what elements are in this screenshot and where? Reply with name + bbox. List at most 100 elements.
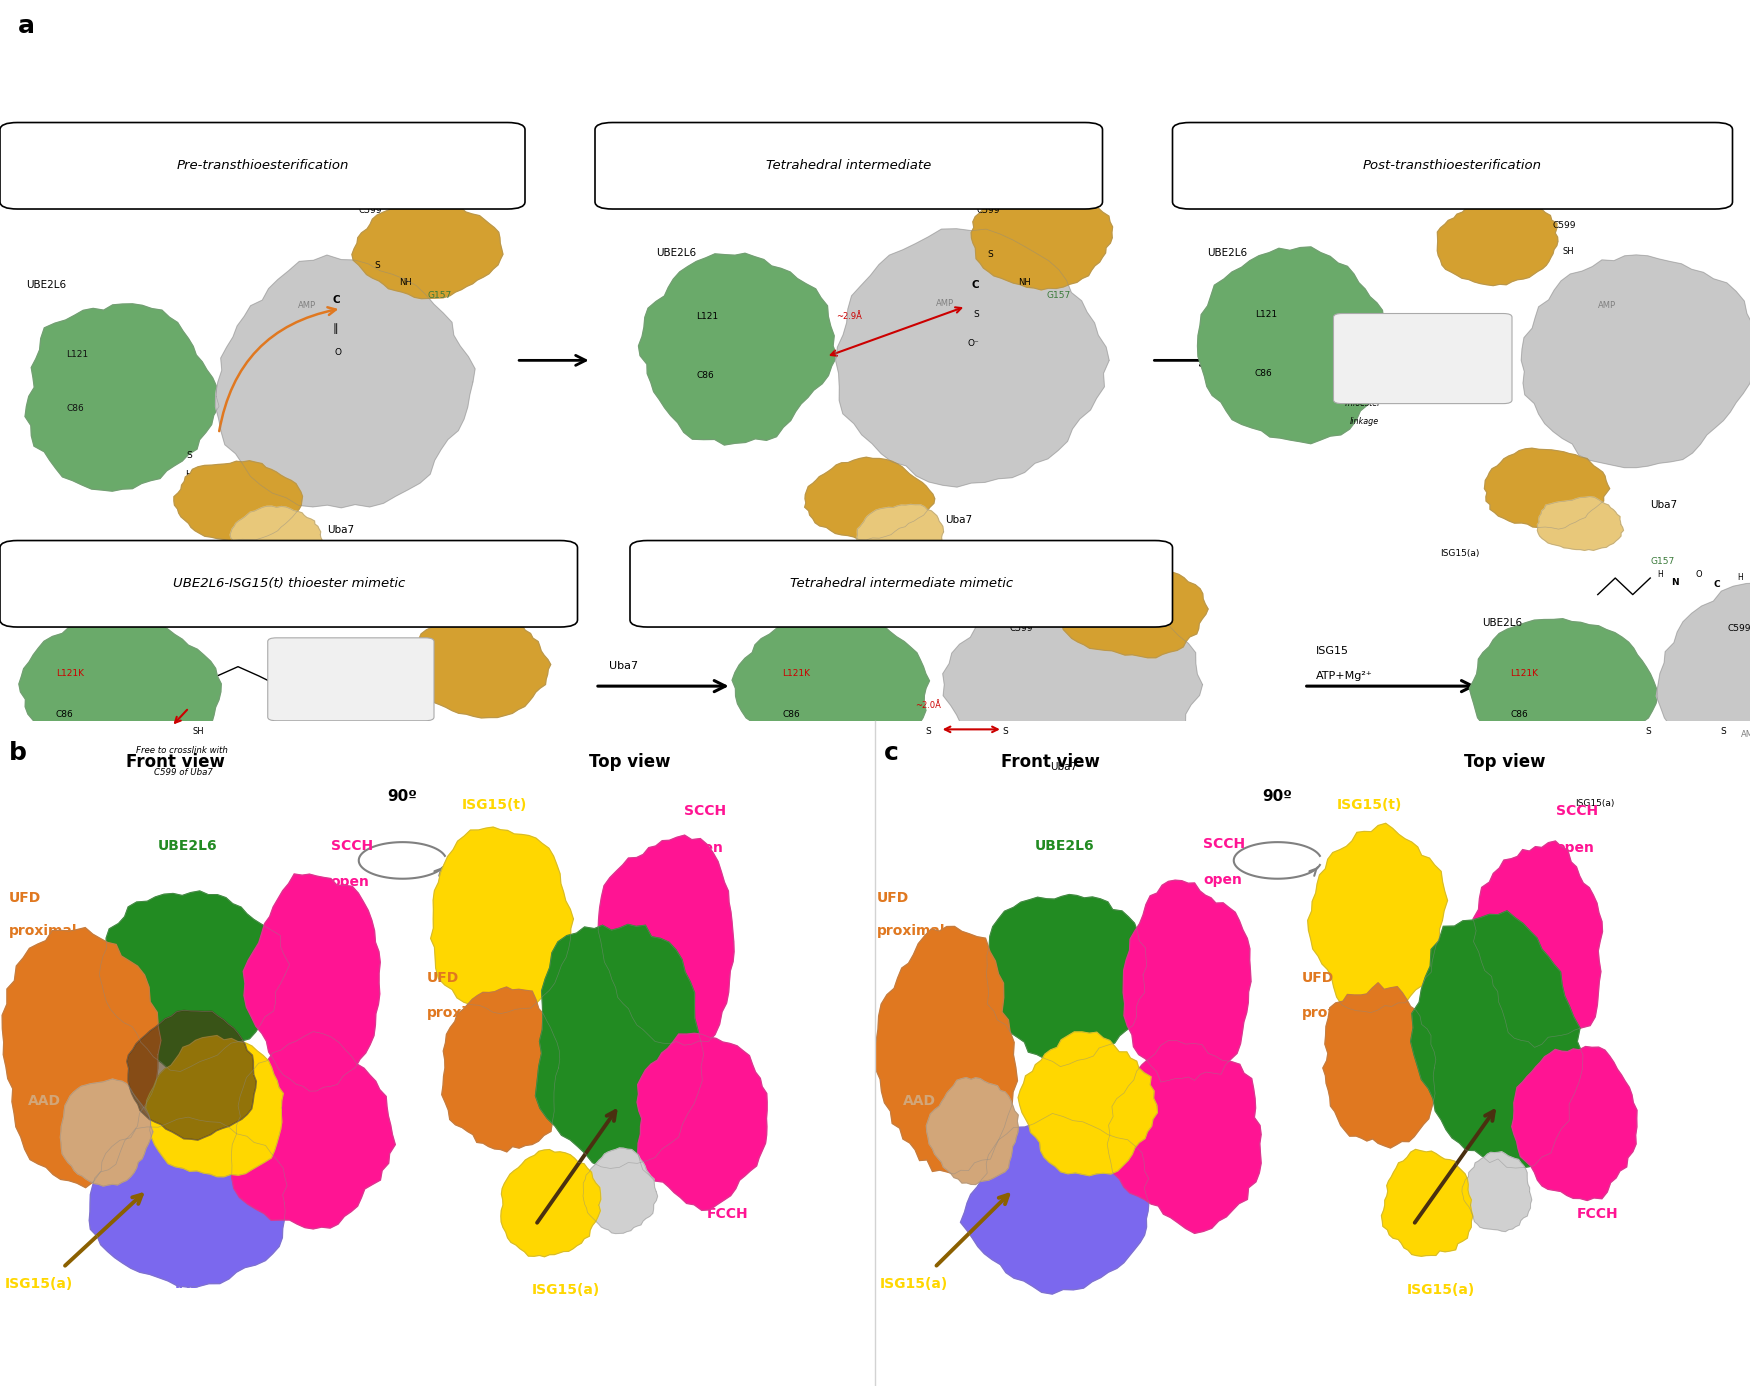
Text: N: N (298, 682, 306, 693)
FancyBboxPatch shape (268, 638, 434, 721)
Text: linkage: linkage (1349, 417, 1379, 426)
Text: proximal: proximal (877, 924, 945, 938)
Polygon shape (126, 1010, 256, 1141)
Text: O⁻: O⁻ (968, 340, 980, 348)
Text: open: open (684, 841, 723, 855)
Polygon shape (971, 188, 1113, 290)
Polygon shape (145, 1035, 284, 1177)
Text: AMP: AMP (298, 302, 315, 310)
Text: S: S (1003, 726, 1008, 736)
Text: ISG15(a): ISG15(a) (726, 549, 766, 559)
Text: H: H (186, 470, 192, 480)
Text: C: C (1001, 581, 1008, 589)
Polygon shape (24, 304, 219, 491)
Text: O: O (1381, 374, 1388, 383)
Text: S: S (926, 726, 931, 736)
Text: Free to crosslink with: Free to crosslink with (136, 746, 228, 755)
Text: C86: C86 (66, 403, 84, 413)
Text: O: O (984, 570, 990, 578)
Text: ISG15(t): ISG15(t) (1337, 797, 1402, 812)
Text: H: H (352, 674, 359, 683)
Polygon shape (836, 229, 1110, 486)
Polygon shape (1633, 742, 1738, 814)
Text: SCCH: SCCH (331, 840, 373, 854)
FancyBboxPatch shape (1172, 122, 1732, 209)
Text: ISG15(a): ISG15(a) (1575, 798, 1615, 808)
Polygon shape (858, 505, 943, 560)
Polygon shape (598, 836, 733, 1045)
Text: Uba7: Uba7 (1650, 500, 1676, 510)
Polygon shape (2, 927, 161, 1188)
Text: ATP+Mg²⁺: ATP+Mg²⁺ (1316, 671, 1372, 681)
Polygon shape (100, 891, 289, 1071)
Text: Top view: Top view (1465, 753, 1545, 771)
Text: SCCH: SCCH (684, 804, 726, 818)
Text: ISG15(t): ISG15(t) (388, 177, 425, 186)
Polygon shape (805, 457, 934, 541)
Text: ISG15(a): ISG15(a) (1407, 1283, 1475, 1297)
Polygon shape (1018, 1033, 1157, 1175)
Polygon shape (1060, 560, 1208, 658)
Polygon shape (1685, 775, 1750, 823)
Text: S: S (374, 261, 380, 270)
FancyBboxPatch shape (0, 122, 525, 209)
Text: linkage: linkage (289, 657, 318, 667)
Text: ISG15(t): ISG15(t) (438, 597, 474, 606)
Text: UBE2L6: UBE2L6 (1454, 1207, 1514, 1221)
Text: Uba7: Uba7 (945, 514, 973, 524)
FancyBboxPatch shape (595, 122, 1102, 209)
Text: G157: G157 (1650, 557, 1675, 565)
FancyBboxPatch shape (630, 541, 1172, 626)
Text: UBE2L6: UBE2L6 (158, 840, 217, 854)
Polygon shape (61, 1080, 152, 1186)
Text: Thioester: Thioester (1344, 399, 1381, 409)
Text: C: C (1713, 581, 1720, 589)
Text: open: open (1556, 841, 1594, 855)
Text: ISG15(t): ISG15(t) (1108, 542, 1144, 552)
Polygon shape (19, 618, 220, 762)
Text: C: C (971, 280, 978, 290)
Text: FCCH: FCCH (707, 1207, 749, 1221)
Text: S: S (186, 450, 192, 460)
Text: ∥: ∥ (1382, 353, 1388, 363)
Text: C: C (324, 682, 331, 693)
Polygon shape (1521, 255, 1750, 467)
Text: G157: G157 (940, 557, 964, 565)
Text: L121K: L121K (56, 669, 84, 678)
Text: ISG15(t): ISG15(t) (462, 797, 527, 812)
Text: IAD: IAD (175, 1277, 201, 1290)
Polygon shape (926, 1077, 1018, 1185)
Polygon shape (352, 198, 502, 298)
Text: S: S (1353, 338, 1358, 346)
Text: Pre-transthioesterification: Pre-transthioesterification (177, 159, 348, 172)
Polygon shape (1484, 448, 1610, 529)
Text: UFD: UFD (877, 891, 908, 905)
Text: IAD: IAD (1050, 1277, 1076, 1290)
Text: 90º: 90º (387, 789, 418, 804)
Text: a: a (18, 14, 35, 39)
Text: SH: SH (1563, 247, 1575, 255)
Text: C599: C599 (1552, 220, 1575, 230)
Polygon shape (943, 575, 1202, 784)
Text: ISG15(t): ISG15(t) (1006, 165, 1043, 173)
Text: L121K: L121K (782, 669, 810, 678)
Text: Tetrahedral intermediate: Tetrahedral intermediate (766, 159, 931, 172)
Text: open: open (1204, 873, 1242, 887)
Text: ~2.9Å: ~2.9Å (836, 312, 863, 320)
Text: C86: C86 (1255, 369, 1272, 378)
Text: L121K: L121K (1510, 669, 1538, 678)
Text: C86: C86 (56, 710, 74, 719)
Text: AMP: AMP (1741, 729, 1750, 739)
Text: ISG15(a): ISG15(a) (123, 552, 163, 560)
Text: NH: NH (1409, 333, 1421, 342)
Text: SCCH: SCCH (1204, 837, 1246, 851)
Text: FCCH: FCCH (1577, 1207, 1619, 1221)
Polygon shape (1323, 983, 1435, 1148)
Text: open: open (331, 875, 369, 888)
Text: O: O (1696, 570, 1703, 578)
Text: C599: C599 (977, 205, 999, 215)
Text: S: S (1645, 726, 1650, 736)
Text: UBE2L6: UBE2L6 (21, 618, 61, 628)
Text: C86: C86 (782, 710, 800, 719)
Polygon shape (1470, 618, 1657, 761)
